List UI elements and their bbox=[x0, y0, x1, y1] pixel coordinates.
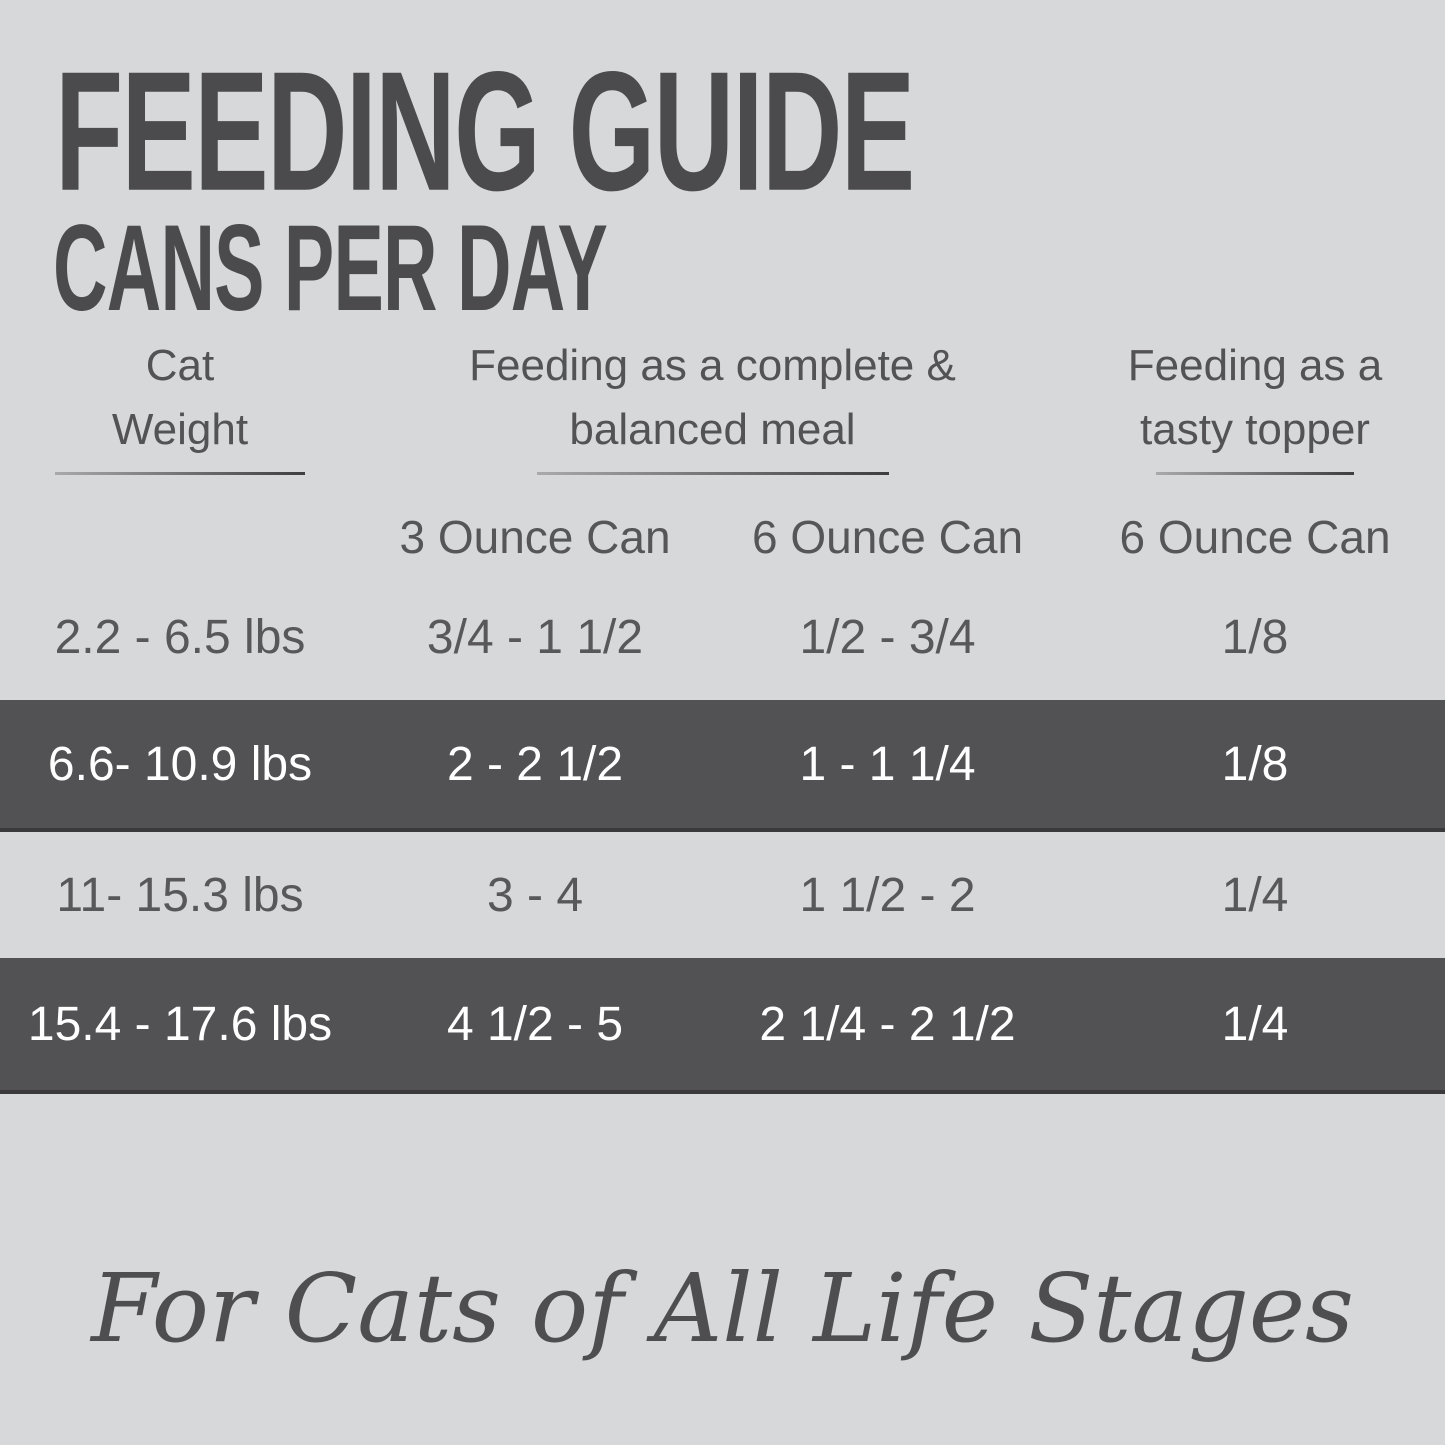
cell-topper-6oz: 1/8 bbox=[1221, 611, 1289, 664]
column-header-line: Weight bbox=[111, 405, 249, 454]
subheader-6oz-can: 6 Ounce Can bbox=[751, 511, 1024, 563]
header-underline bbox=[55, 472, 305, 475]
header-underline bbox=[536, 472, 889, 475]
page-subtitle: CANS PER DAY bbox=[53, 198, 608, 336]
cell-topper-6oz: 1/4 bbox=[1221, 868, 1289, 922]
column-header-complete-meal: Feeding as a complete & balanced meal bbox=[360, 334, 1065, 475]
cell-meal-3oz: 2 - 2 1/2 bbox=[446, 737, 624, 791]
column-header-line: Feeding as a bbox=[1127, 341, 1383, 390]
cell-meal-6oz: 2 1/4 - 2 1/2 bbox=[759, 997, 1016, 1051]
cell-cat-weight: 11- 15.3 lbs bbox=[56, 868, 304, 922]
cell-cat-weight: 2.2 - 6.5 lbs bbox=[54, 611, 306, 664]
cell-meal-3oz: 3/4 - 1 1/2 bbox=[426, 611, 644, 664]
cell-topper-6oz: 1/4 bbox=[1221, 997, 1289, 1051]
column-header-tasty-topper: Feeding as a tasty topper bbox=[1065, 334, 1445, 475]
cell-cat-weight: 6.6- 10.9 lbs bbox=[47, 737, 313, 791]
column-header-line: Feeding as a complete & bbox=[469, 341, 956, 390]
column-header-cat-weight: Cat Weight bbox=[0, 334, 360, 475]
page-title: FEEDING GUIDE bbox=[55, 36, 915, 226]
column-header-line: balanced meal bbox=[569, 405, 856, 454]
table-row-highlighted: 15.4 - 17.6 lbs 4 1/2 - 5 2 1/4 - 2 1/2 … bbox=[0, 958, 1445, 1094]
column-header-line: Cat bbox=[145, 341, 215, 390]
cell-meal-3oz: 4 1/2 - 5 bbox=[446, 997, 624, 1051]
cell-cat-weight: 15.4 - 17.6 lbs bbox=[27, 997, 333, 1051]
cell-meal-6oz: 1 1/2 - 2 bbox=[799, 868, 976, 922]
subheader-3oz-can: 3 Ounce Can bbox=[399, 511, 671, 563]
cell-meal-6oz: 1/2 - 3/4 bbox=[799, 611, 976, 664]
cell-topper-6oz: 1/8 bbox=[1221, 737, 1289, 791]
table-row: 11- 15.3 lbs 3 - 4 1 1/2 - 2 1/4 bbox=[0, 832, 1445, 958]
column-header-line: tasty topper bbox=[1140, 405, 1370, 454]
header-underline bbox=[1156, 472, 1354, 475]
subheader-empty bbox=[0, 505, 360, 569]
cell-meal-3oz: 3 - 4 bbox=[486, 868, 584, 922]
table-row: 2.2 - 6.5 lbs 3/4 - 1 1/2 1/2 - 3/4 1/8 bbox=[0, 575, 1445, 700]
subheader-6oz-can-topper: 6 Ounce Can bbox=[1119, 511, 1391, 563]
tagline-all-life-stages: For Cats of All Life Stages bbox=[91, 1254, 1354, 1364]
table-row-highlighted: 6.6- 10.9 lbs 2 - 2 1/2 1 - 1 1/4 1/8 bbox=[0, 700, 1445, 832]
cell-meal-6oz: 1 - 1 1/4 bbox=[799, 737, 976, 791]
table-subheader-row: 3 Ounce Can 6 Ounce Can 6 Ounce Can bbox=[0, 505, 1445, 569]
table-header-row: Cat Weight Feeding as a complete & balan… bbox=[0, 334, 1445, 475]
